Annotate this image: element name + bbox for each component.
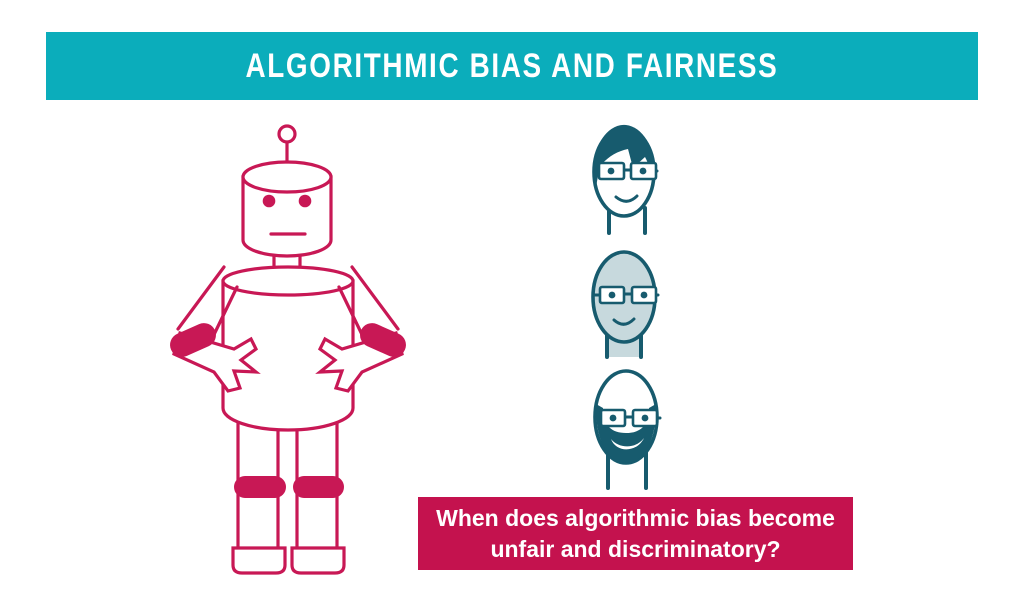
face3-smile: [611, 438, 644, 450]
robot-antenna: [277, 124, 297, 164]
robot-arm-left: [170, 265, 261, 393]
robot-arm-right: [315, 265, 406, 393]
robot-legs: [231, 420, 346, 575]
face-bearded-person-icon: [593, 369, 662, 490]
page-title: ALGORITHMIC BIAS AND FAIRNESS: [245, 46, 779, 85]
face2-glasses: [592, 285, 660, 305]
robot-eye-right: [298, 194, 312, 208]
face2-smile: [612, 317, 636, 326]
question-line-1: When does algorithmic bias become: [436, 504, 835, 531]
face1-glasses: [593, 161, 659, 181]
face-person-with-hair-icon: [592, 124, 659, 235]
robot-icon: [170, 124, 406, 575]
title-banner: ALGORITHMIC BIAS AND FAIRNESS: [46, 32, 978, 100]
face3-beard: [595, 404, 657, 463]
question-line-2: unfair and discriminatory?: [490, 535, 781, 562]
face1-hair: [593, 124, 655, 188]
robot-body: [221, 265, 355, 432]
face3-glasses: [594, 408, 662, 428]
question-banner: When does algorithmic bias become unfair…: [418, 497, 853, 570]
face1-smile: [614, 194, 639, 203]
robot-head: [241, 160, 333, 258]
face3-neck: [606, 450, 648, 490]
robot-eye-left: [262, 194, 276, 208]
face-bald-person-icon: [591, 250, 660, 359]
